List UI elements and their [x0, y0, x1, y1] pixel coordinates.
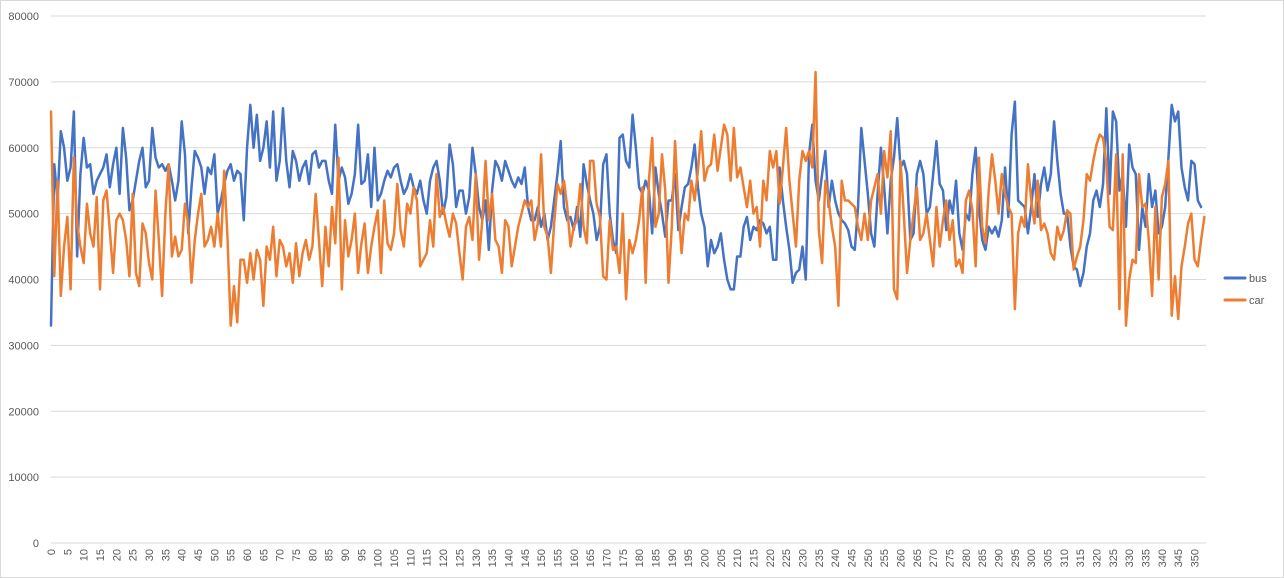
x-tick-label: 165 — [585, 549, 597, 567]
x-tick-label: 20 — [111, 549, 123, 561]
x-tick-label: 70 — [275, 549, 287, 561]
x-tick-label: 60 — [242, 549, 254, 561]
x-tick-label: 250 — [863, 549, 875, 567]
legend[interactable]: bus car — [1223, 273, 1267, 307]
series-line-bus — [49, 100, 1203, 327]
x-tick-label: 100 — [373, 549, 385, 567]
series-group — [49, 70, 1206, 327]
x-tick-label: 160 — [569, 549, 581, 567]
x-tick-label: 305 — [1043, 549, 1055, 567]
x-tick-label: 200 — [699, 549, 711, 567]
x-tick-label: 35 — [160, 549, 172, 561]
x-tick-label: 225 — [781, 549, 793, 567]
x-tick-label: 140 — [503, 549, 515, 567]
x-tick-label: 0 — [46, 549, 58, 555]
x-tick-label: 210 — [732, 549, 744, 567]
y-tick-label: 80000 — [8, 11, 39, 23]
gridlines — [51, 15, 1206, 544]
x-tick-label: 350 — [1190, 549, 1202, 567]
x-tick-label: 180 — [634, 549, 646, 567]
y-tick-label: 50000 — [8, 209, 39, 221]
x-tick-label: 290 — [994, 549, 1006, 567]
x-tick-label: 295 — [1010, 549, 1022, 567]
x-tick-label: 275 — [945, 549, 957, 567]
x-tick-label: 50 — [209, 549, 221, 561]
x-tick-label: 25 — [128, 549, 140, 561]
x-tick-label: 265 — [912, 549, 924, 567]
x-tick-label: 135 — [487, 549, 499, 567]
x-tick-label: 270 — [928, 549, 940, 567]
x-tick-label: 95 — [356, 549, 368, 561]
x-tick-label: 300 — [1026, 549, 1038, 567]
x-tick-label: 255 — [879, 549, 891, 567]
x-tick-label: 340 — [1157, 549, 1169, 567]
series-line-car — [49, 70, 1206, 327]
x-tick-label: 345 — [1173, 549, 1185, 567]
x-tick-label: 245 — [846, 549, 858, 567]
y-tick-label: 30000 — [8, 340, 39, 352]
x-tick-label: 195 — [683, 549, 695, 567]
x-tick-label: 105 — [389, 549, 401, 567]
x-tick-label: 315 — [1075, 549, 1087, 567]
x-tick-label: 45 — [193, 549, 205, 561]
x-tick-label: 190 — [667, 549, 679, 567]
y-tick-label: 10000 — [8, 472, 39, 484]
x-tick-label: 5 — [62, 549, 74, 555]
x-tick-label: 285 — [977, 549, 989, 567]
legend-label-bus[interactable]: bus — [1249, 273, 1267, 285]
x-tick-label: 280 — [961, 549, 973, 567]
x-tick-label: 310 — [1059, 549, 1071, 567]
x-tick-label: 80 — [307, 549, 319, 561]
x-tick-label: 10 — [79, 549, 91, 561]
legend-label-car[interactable]: car — [1249, 295, 1265, 307]
x-tick-label: 15 — [95, 549, 107, 561]
x-tick-label: 155 — [552, 549, 564, 567]
x-tick-label: 40 — [177, 549, 189, 561]
x-tick-label: 260 — [896, 549, 908, 567]
x-tick-label: 30 — [144, 549, 156, 561]
x-tick-label: 230 — [797, 549, 809, 567]
x-tick-label: 220 — [765, 549, 777, 567]
x-tick-label: 55 — [226, 549, 238, 561]
x-tick-label: 215 — [748, 549, 760, 567]
x-tick-label: 185 — [650, 549, 662, 567]
x-tick-label: 125 — [454, 549, 466, 567]
x-axis-ticks: 0 5 10 15 20 25 30 35 40 45 50 55 60 65 70 75 80 85 90 95 10… — [46, 549, 1202, 567]
y-axis-ticks: 0 10000 20000 30000 40000 50000 60000 70000 8000… — [8, 11, 39, 550]
x-tick-label: 130 — [471, 549, 483, 567]
x-tick-label: 145 — [520, 549, 532, 567]
x-tick-label: 325 — [1108, 549, 1120, 567]
x-tick-label: 330 — [1124, 549, 1136, 567]
x-tick-label: 170 — [601, 549, 613, 567]
x-tick-label: 75 — [291, 549, 303, 561]
x-tick-label: 90 — [340, 549, 352, 561]
x-tick-label: 335 — [1141, 549, 1153, 567]
y-tick-label: 40000 — [8, 275, 39, 287]
x-tick-label: 320 — [1092, 549, 1104, 567]
y-tick-label: 60000 — [8, 143, 39, 155]
x-tick-label: 65 — [258, 549, 270, 561]
x-tick-label: 120 — [438, 549, 450, 567]
x-tick-label: 235 — [814, 549, 826, 567]
x-tick-label: 115 — [422, 549, 434, 567]
x-tick-label: 175 — [618, 549, 630, 567]
y-tick-label: 0 — [33, 538, 39, 550]
x-tick-label: 205 — [716, 549, 728, 567]
y-tick-label: 70000 — [8, 77, 39, 89]
y-tick-label: 20000 — [8, 406, 39, 418]
x-tick-label: 85 — [324, 549, 336, 561]
x-tick-label: 240 — [830, 549, 842, 567]
x-tick-label: 150 — [536, 549, 548, 567]
x-tick-label: 110 — [405, 549, 417, 567]
